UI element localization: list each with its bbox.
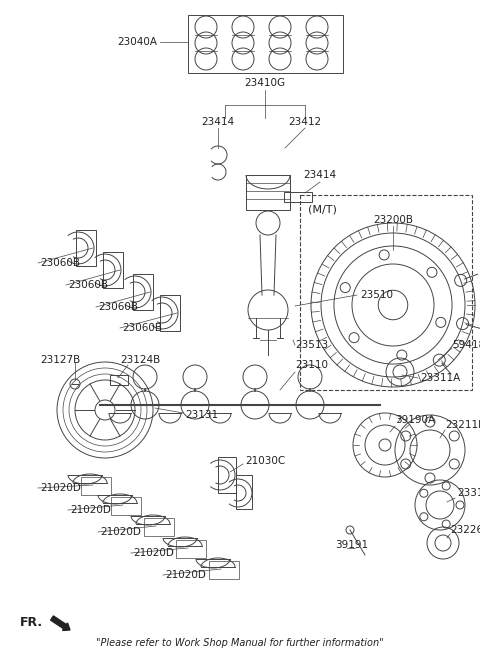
Text: 23226B: 23226B <box>450 525 480 535</box>
Text: 23131: 23131 <box>185 410 218 420</box>
Text: (M/T): (M/T) <box>308 204 337 214</box>
Bar <box>133 274 153 310</box>
Text: 23040A: 23040A <box>117 37 157 47</box>
Text: 23414: 23414 <box>303 170 336 180</box>
Bar <box>246 175 290 210</box>
Text: 21030C: 21030C <box>245 456 285 466</box>
Text: 23060B: 23060B <box>98 302 138 312</box>
Bar <box>103 252 123 288</box>
Text: 39190A: 39190A <box>395 415 435 425</box>
Bar <box>209 561 239 579</box>
Bar <box>284 192 312 202</box>
Text: 39191: 39191 <box>335 540 368 550</box>
Text: 21020D: 21020D <box>165 570 206 580</box>
Text: 23060B: 23060B <box>122 323 162 333</box>
Text: 23060B: 23060B <box>40 258 80 268</box>
Text: 23311B: 23311B <box>457 488 480 498</box>
Text: 23414: 23414 <box>202 117 235 127</box>
Text: 23110: 23110 <box>295 360 328 370</box>
Bar <box>160 295 180 331</box>
Bar <box>76 230 96 266</box>
FancyArrow shape <box>50 616 70 630</box>
Text: 21020D: 21020D <box>133 548 174 558</box>
Bar <box>111 497 141 515</box>
Text: 23211B: 23211B <box>445 420 480 430</box>
Text: 21020D: 21020D <box>70 505 111 515</box>
Text: "Please refer to Work Shop Manual for further information": "Please refer to Work Shop Manual for fu… <box>96 638 384 648</box>
Text: 23127B: 23127B <box>40 355 80 365</box>
Text: FR.: FR. <box>20 615 43 628</box>
Text: 23510: 23510 <box>360 290 393 300</box>
Bar <box>81 477 111 495</box>
Text: 23513: 23513 <box>295 340 328 350</box>
Bar <box>236 475 252 509</box>
Text: 23412: 23412 <box>288 117 322 127</box>
Text: 23410G: 23410G <box>244 78 286 88</box>
Bar <box>144 518 174 536</box>
Bar <box>188 15 343 73</box>
Text: 23124B: 23124B <box>120 355 160 365</box>
Text: 23200B: 23200B <box>373 215 413 225</box>
Text: 21020D: 21020D <box>100 527 141 537</box>
Bar <box>300 195 472 390</box>
Bar <box>218 457 236 493</box>
Text: 21020D: 21020D <box>40 483 81 493</box>
Text: 23311A: 23311A <box>420 373 460 383</box>
Bar <box>110 375 128 385</box>
Bar <box>176 540 206 558</box>
Text: 23060B: 23060B <box>68 280 108 290</box>
Text: 59418: 59418 <box>452 340 480 350</box>
